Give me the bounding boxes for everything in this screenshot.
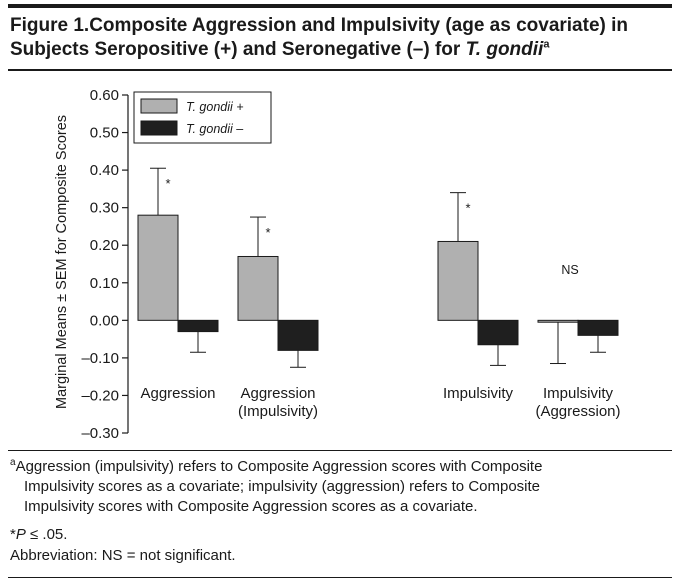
footnote-significance: *P ≤ .05. [10, 525, 670, 545]
y-tick-label: 0.20 [90, 237, 119, 254]
footnote-abbreviation: Abbreviation: NS = not significant. [10, 547, 236, 564]
bar-positive [237, 255, 279, 321]
top-rule [8, 4, 672, 8]
category-label: Impulsivity [543, 385, 614, 402]
y-axis-title: Marginal Means ± SEM for Composite Score… [54, 115, 70, 409]
bar-chart: 0.60 0.50 0.40 0.30 0.20 0.10 0.00 –0.10 –0.20 –0… [54, 87, 621, 442]
category-label: Aggression [240, 385, 315, 402]
footnote-a-marker: a [10, 457, 16, 468]
bar-positive [437, 240, 479, 321]
legend-label: T. gondii + [186, 100, 244, 114]
legend-label: T. gondii – [186, 122, 244, 136]
footnote-a: aAggression (impulsivity) refers to Comp… [10, 457, 670, 517]
significance-asterisk: * [165, 176, 170, 191]
significance-asterisk: * [465, 201, 470, 216]
category-label: Aggression [140, 385, 215, 402]
bar-negative [177, 319, 219, 333]
category-label-sub: (Impulsivity) [238, 403, 318, 420]
y-tick-label: –0.20 [81, 387, 119, 404]
footnote-rule [8, 450, 672, 451]
y-tick-label: –0.30 [81, 425, 119, 442]
y-tick-label: 0.50 [90, 125, 119, 142]
y-tick-label: 0.30 [90, 200, 119, 217]
footnote-a-line3: Impulsivity scores with Composite Aggres… [24, 498, 478, 515]
footnote-a-line1: Aggression (impulsivity) refers to Compo… [15, 458, 543, 475]
legend-swatch [140, 98, 178, 114]
title-rule [8, 69, 672, 71]
y-tick-label: 0.60 [90, 87, 119, 104]
footnote-a-line2: Impulsivity scores as a covariate; impul… [24, 478, 541, 495]
figure-title-superscript: a [543, 38, 550, 51]
bar-negative [477, 319, 519, 346]
figure-title: Figure 1.Composite Aggression and Impuls… [10, 14, 672, 62]
bar-negative [577, 319, 619, 336]
figure-title-prefix: Figure 1. [10, 15, 90, 36]
figure-title-main: Composite Aggression and Impulsivity (ag… [10, 15, 629, 60]
y-tick-label: 0.10 [90, 275, 119, 292]
bar-positive [537, 319, 579, 323]
bar-positive [137, 214, 179, 321]
category-label-sub: (Aggression) [535, 403, 620, 420]
legend-swatch [140, 120, 178, 136]
category-label: Impulsivity [443, 385, 514, 402]
significance-asterisk: * [265, 225, 270, 240]
y-tick-label: 0.40 [90, 162, 119, 179]
footnote-sig-marker: * [10, 526, 16, 543]
bottom-rule [8, 577, 672, 578]
footnote-sig-p: P [15, 526, 26, 543]
y-tick-label: –0.10 [81, 350, 119, 367]
figure-title-species: T. gondii [465, 39, 544, 60]
y-tick-label: 0.00 [90, 312, 119, 329]
ns-label: NS [561, 263, 578, 277]
bar-negative [277, 319, 319, 351]
footnote-sig-text: ≤ .05. [25, 526, 68, 543]
